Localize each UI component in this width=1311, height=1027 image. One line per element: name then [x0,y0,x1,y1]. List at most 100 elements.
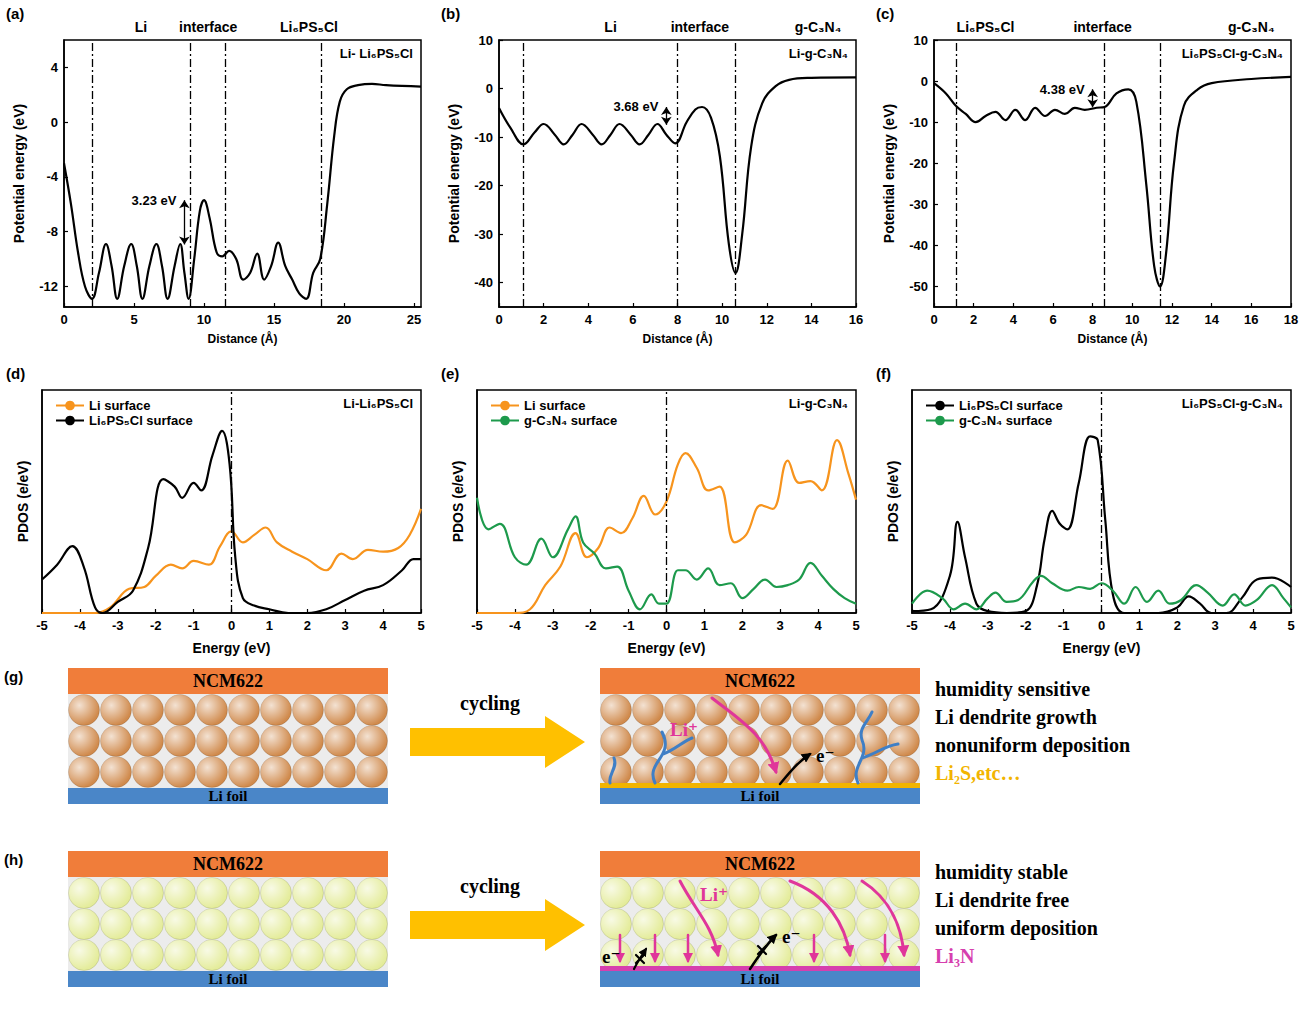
svg-text:Potential energy (eV): Potential energy (eV) [446,104,462,243]
svg-text:Li₆PS₅Cl-g-C₃N₄: Li₆PS₅Cl-g-C₃N₄ [1182,46,1283,61]
svg-text:Potential energy (eV): Potential energy (eV) [11,104,27,243]
svg-text:4: 4 [379,618,387,633]
svg-text:8: 8 [1089,312,1096,327]
svg-text:15: 15 [267,312,281,327]
svg-text:-1: -1 [188,618,200,633]
svg-text:-4: -4 [46,169,58,184]
svg-text:Li foil: Li foil [209,788,248,804]
svg-text:4: 4 [814,618,822,633]
svg-text:-3: -3 [547,618,559,633]
svg-text:Li-Li₆PS₅Cl: Li-Li₆PS₅Cl [343,396,413,411]
svg-text:2: 2 [1174,618,1181,633]
svg-text:Distance (Å): Distance (Å) [642,331,712,346]
svg-text:10: 10 [479,33,493,48]
svg-text:(h): (h) [4,851,23,868]
svg-text:10: 10 [197,312,211,327]
svg-text:2: 2 [739,618,746,633]
svg-text:5: 5 [852,618,859,633]
svg-text:-10: -10 [909,115,928,130]
svg-text:humidity sensitive: humidity sensitive [935,678,1090,701]
svg-text:Li₂S,etc…: Li₂S,etc… [935,762,1020,784]
svg-text:2: 2 [304,618,311,633]
svg-text:nonuniform deposition: nonuniform deposition [935,734,1130,757]
svg-text:-2: -2 [150,618,162,633]
svg-text:Distance (Å): Distance (Å) [1077,331,1147,346]
svg-text:10: 10 [1125,312,1139,327]
svg-text:-2: -2 [585,618,597,633]
svg-text:PDOS (e/eV): PDOS (e/eV) [15,461,31,543]
svg-text:Li-g-C₃N₄: Li-g-C₃N₄ [789,396,848,411]
svg-text:Li foil: Li foil [741,971,780,987]
svg-text:-4: -4 [509,618,521,633]
svg-text:Li₆PS₅Cl: Li₆PS₅Cl [957,19,1015,35]
svg-text:e⁻: e⁻ [816,745,834,766]
svg-text:18: 18 [1284,312,1298,327]
svg-text:g-C₃N₄: g-C₃N₄ [795,19,842,35]
svg-text:(b): (b) [441,5,460,22]
svg-text:NCM622: NCM622 [725,671,795,691]
svg-text:12: 12 [1165,312,1179,327]
svg-text:10: 10 [914,33,928,48]
svg-text:1: 1 [1136,618,1143,633]
svg-text:(e): (e) [441,365,459,382]
svg-text:Li₃N: Li₃N [935,945,975,967]
svg-text:3: 3 [342,618,349,633]
svg-text:0: 0 [495,312,502,327]
svg-text:-5: -5 [36,618,48,633]
svg-text:0: 0 [921,74,928,89]
svg-text:5: 5 [1287,618,1294,633]
svg-text:0: 0 [51,115,58,130]
svg-text:g-C₃N₄ surface: g-C₃N₄ surface [959,413,1052,428]
svg-text:4: 4 [1249,618,1257,633]
svg-text:16: 16 [1244,312,1258,327]
svg-text:PDOS (e/eV): PDOS (e/eV) [450,461,466,543]
svg-text:-5: -5 [471,618,483,633]
svg-text:Li- Li₆PS₅Cl: Li- Li₆PS₅Cl [340,46,413,61]
svg-text:Li: Li [135,19,147,35]
svg-text:Li dendrite growth: Li dendrite growth [935,706,1097,729]
svg-text:0: 0 [486,81,493,96]
svg-text:Energy (eV): Energy (eV) [1063,640,1141,656]
svg-text:-1: -1 [623,618,635,633]
svg-text:Li⁺: Li⁺ [670,719,698,740]
svg-text:1: 1 [701,618,708,633]
svg-text:(g): (g) [4,668,23,685]
svg-text:-4: -4 [944,618,956,633]
svg-text:1: 1 [266,618,273,633]
svg-text:20: 20 [337,312,351,327]
svg-text:-3: -3 [982,618,994,633]
svg-text:-30: -30 [474,227,493,242]
svg-text:-20: -20 [474,178,493,193]
svg-text:0: 0 [228,618,235,633]
svg-text:Li₆PS₅Cl surface: Li₆PS₅Cl surface [89,413,193,428]
svg-text:(a): (a) [6,5,24,22]
svg-text:0: 0 [60,312,67,327]
svg-text:4: 4 [51,60,59,75]
svg-text:Li₆PS₅Cl-g-C₃N₄: Li₆PS₅Cl-g-C₃N₄ [1182,396,1283,411]
svg-text:Li₆PS₅Cl surface: Li₆PS₅Cl surface [959,398,1063,413]
svg-text:3.68 eV: 3.68 eV [614,99,659,114]
svg-text:(c): (c) [876,5,894,22]
svg-text:Li: Li [604,19,616,35]
svg-text:cycling: cycling [460,692,520,715]
svg-text:(f): (f) [876,365,891,382]
svg-text:2: 2 [540,312,547,327]
svg-text:g-C₃N₄ surface: g-C₃N₄ surface [524,413,617,428]
svg-text:-4: -4 [74,618,86,633]
svg-text:4: 4 [1010,312,1018,327]
svg-text:0: 0 [663,618,670,633]
svg-text:e⁻: e⁻ [782,926,800,947]
svg-text:Li surface: Li surface [524,398,585,413]
svg-text:interface: interface [179,19,238,35]
svg-text:12: 12 [760,312,774,327]
svg-text:-30: -30 [909,197,928,212]
svg-text:4.38 eV: 4.38 eV [1040,82,1085,97]
svg-text:-8: -8 [46,224,58,239]
svg-text:interface: interface [671,19,730,35]
svg-text:Energy (eV): Energy (eV) [628,640,706,656]
svg-text:-12: -12 [39,279,58,294]
svg-text:Li foil: Li foil [209,971,248,987]
svg-text:NCM622: NCM622 [193,671,263,691]
svg-text:-2: -2 [1020,618,1032,633]
svg-text:uniform deposition: uniform deposition [935,917,1098,940]
